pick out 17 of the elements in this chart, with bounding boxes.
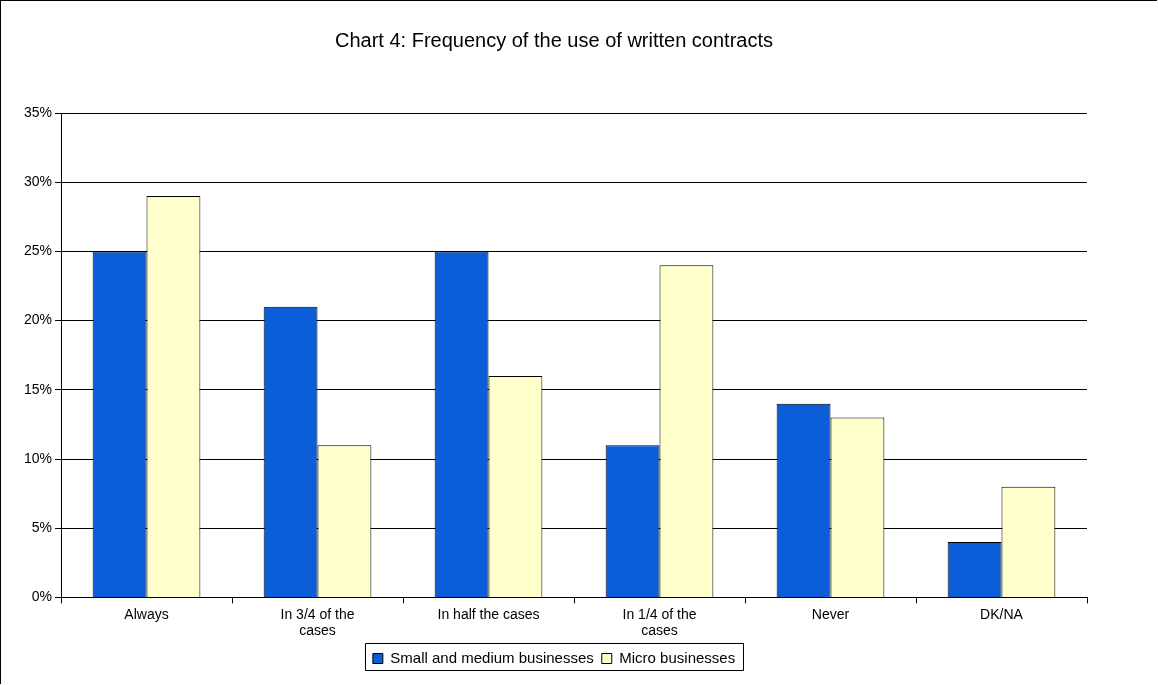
x-tick-label: In 3/4 of the cases [280, 605, 355, 639]
x-tick-label: In 1/4 of the cases [622, 605, 697, 639]
x-tick-label: Always [124, 605, 169, 622]
x-tick-label: In half the cases [437, 605, 540, 622]
y-tick-label: 25% [23, 242, 53, 259]
legend-label: Micro businesses [619, 648, 736, 666]
y-tick-label: 0% [31, 588, 53, 605]
y-tick-label: 20% [23, 311, 53, 328]
y-tick-label: 5% [31, 519, 53, 536]
legend-label: Small and medium businesses [390, 648, 594, 666]
y-tick-label: 15% [23, 380, 53, 397]
chart-title: Chart 4: Frequency of the use of written contracts [335, 28, 773, 51]
y-tick-label: 35% [23, 103, 53, 120]
y-tick-label: 10% [23, 449, 53, 466]
x-tick-label: Never [811, 605, 850, 622]
x-tick-label: DK/NA [980, 605, 1024, 622]
y-tick-label: 30% [23, 173, 53, 190]
